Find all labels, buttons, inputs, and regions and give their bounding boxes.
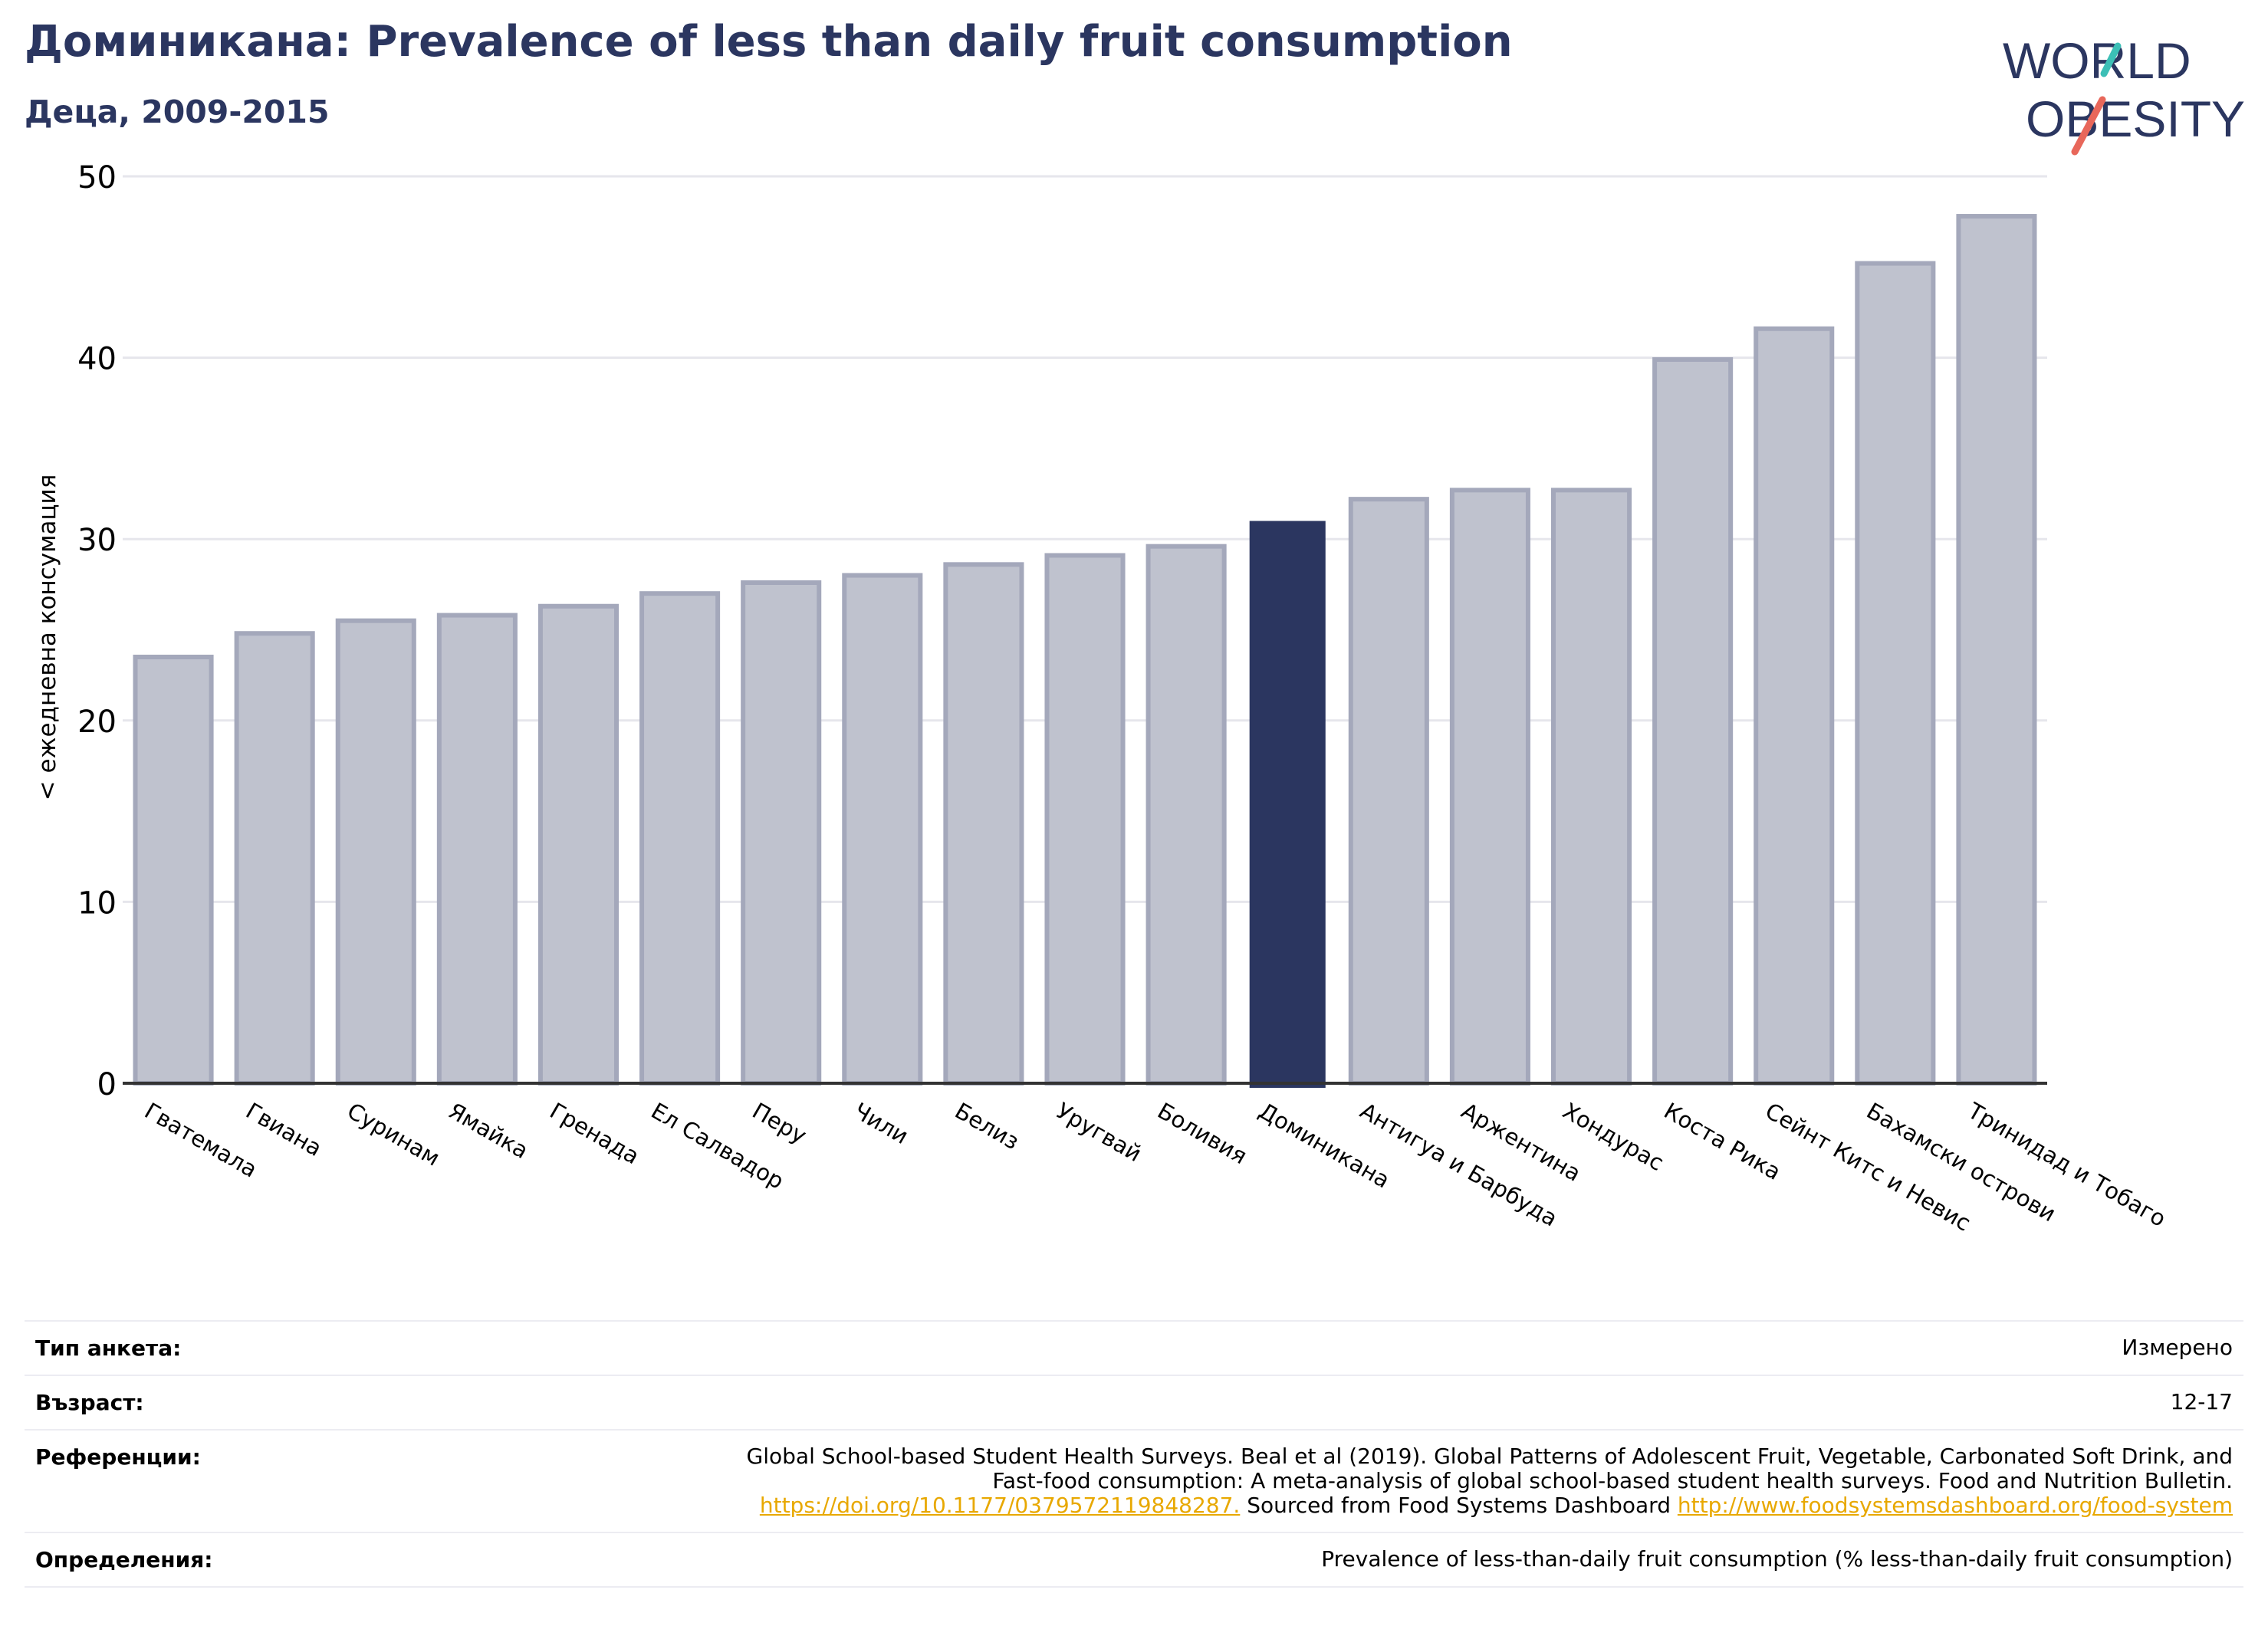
doi-link[interactable]: https://doi.org/10.1177/0379572119848287… [759, 1493, 1241, 1518]
food-systems-dashboard-link[interactable]: http://www.foodsystemsdashboard.org/food… [1677, 1493, 2233, 1518]
y-tick-label: 20 [77, 705, 117, 740]
page-title: Доминикана: Prevalence of less than dail… [25, 17, 1513, 67]
world-obesity-logo: WORLD OBESITY [2003, 32, 2245, 156]
x-tick-label: Чили [850, 1098, 913, 1150]
x-tick-label: Белиз [951, 1098, 1024, 1155]
y-tick-label: 10 [77, 885, 117, 921]
meta-value: Prevalence of less-than-daily fruit cons… [1321, 1546, 2233, 1572]
x-tick-label: Ямайка [444, 1098, 533, 1164]
meta-row-age: Възраст: 12-17 [25, 1376, 2243, 1431]
x-tick-label: Боливия [1153, 1098, 1251, 1170]
y-tick-label: 30 [77, 523, 117, 558]
bar-highlighted [1249, 521, 1326, 1088]
meta-value: 12-17 [2170, 1389, 2233, 1414]
meta-key: Определения: [35, 1547, 213, 1572]
page-subtitle: Деца, 2009-2015 [25, 94, 330, 130]
bar [1652, 356, 1734, 1086]
meta-key: Тип анкета: [35, 1335, 182, 1361]
bar [1146, 544, 1227, 1086]
bar [537, 603, 620, 1086]
meta-row-survey-type: Тип анкета: Измерено [25, 1322, 2243, 1376]
bar [1348, 497, 1429, 1086]
y-tick-label: 40 [77, 342, 117, 377]
bars [133, 214, 2037, 1088]
reference-text-mid: Sourced from Food Systems Dashboard [1240, 1493, 1678, 1518]
x-tick-label: Гренада [545, 1098, 643, 1170]
x-tick-label: Суринам [343, 1098, 444, 1171]
y-tick-label: 50 [77, 160, 117, 195]
meta-row-definitions: Определения: Prevalence of less-than-dai… [25, 1533, 2243, 1588]
bar [741, 580, 822, 1086]
bar [436, 613, 518, 1086]
meta-row-references: Референции: Global School-based Student … [25, 1431, 2243, 1533]
x-tick-label: Уругвай [1052, 1098, 1146, 1168]
logo-line2: OBESITY [2026, 90, 2245, 147]
bar [1855, 261, 1936, 1086]
reference-text-line1: Global School-based Student Health Surve… [746, 1444, 2233, 1469]
y-tick-label: 0 [97, 1067, 117, 1102]
bar [1956, 214, 2037, 1086]
x-tick-label: Тринидад и Тобаго [1963, 1097, 2171, 1232]
y-axis-ticks: 0 10 20 30 40 50 [77, 160, 117, 1102]
x-tick-label: Гвиана [242, 1098, 327, 1162]
bar [234, 631, 315, 1086]
metadata-table: Тип анкета: Измерено Възраст: 12-17 Рефе… [25, 1320, 2243, 1588]
logo-slash-red [2071, 96, 2106, 156]
bar [842, 573, 923, 1086]
logo-line1: WORLD [2003, 32, 2191, 89]
bar [1754, 326, 1835, 1086]
meta-value: Измерено [2122, 1335, 2233, 1360]
bar [133, 654, 214, 1086]
meta-key: Възраст: [35, 1390, 144, 1415]
bar [1550, 488, 1632, 1086]
bar [335, 618, 416, 1086]
bar [1449, 488, 1530, 1086]
meta-key: Референции: [35, 1444, 201, 1470]
bar [943, 562, 1024, 1086]
x-tick-label: Гватемала [140, 1098, 261, 1183]
meta-value-references: Global School-based Student Health Surve… [747, 1444, 2233, 1518]
x-tick-label: Перу [748, 1098, 811, 1149]
bar [1044, 553, 1126, 1086]
y-axis-label: < ежедневна консумация [34, 475, 61, 801]
logo-slash-teal [2100, 42, 2122, 77]
bar [639, 591, 721, 1086]
reference-text-line2: Fast-food consumption: A meta-analysis o… [992, 1468, 2233, 1493]
